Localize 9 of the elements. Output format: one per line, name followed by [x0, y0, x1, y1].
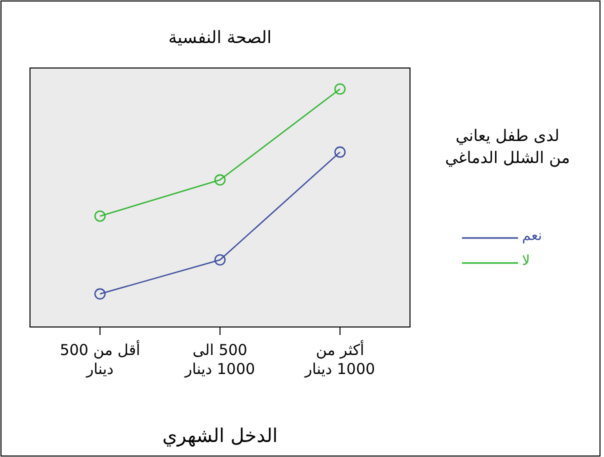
title: الصحة النفسية: [167, 28, 273, 48]
xlabel: الدخل الشهري: [161, 425, 279, 447]
point: [334, 146, 346, 158]
point: [94, 288, 106, 300]
point: [94, 210, 106, 222]
point: [214, 174, 226, 186]
point: [214, 254, 226, 266]
point: [334, 83, 346, 95]
legend-title: لدى طفل يعاني من الشلل الدماغي: [445, 125, 570, 169]
